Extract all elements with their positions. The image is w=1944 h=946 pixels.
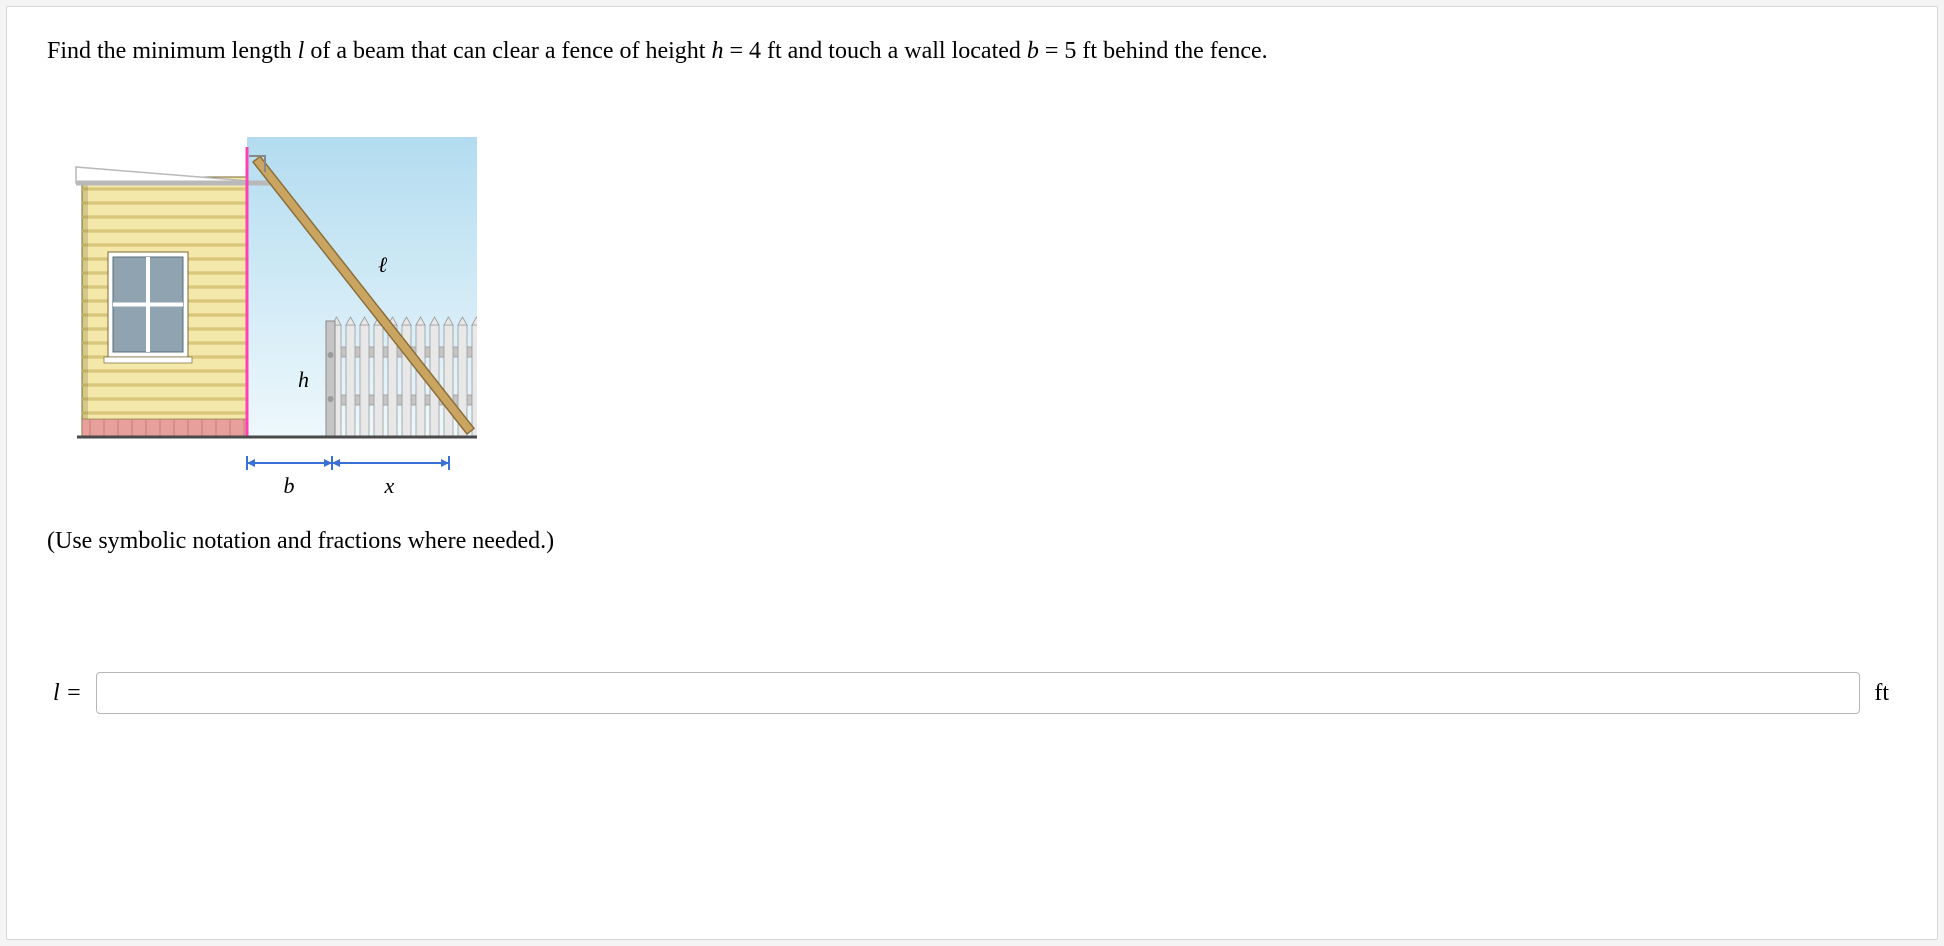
beam-fence-diagram: ℓ h b x (47, 87, 477, 507)
text-part: = 5 ft behind the fence. (1039, 38, 1268, 64)
var-b: b (1027, 38, 1039, 64)
text-part: of a beam that can clear a fence of heig… (304, 38, 711, 64)
problem-card: Find the minimum length l of a beam that… (6, 6, 1938, 940)
answer-label: l = (47, 680, 82, 707)
answer-row: l = ft (47, 672, 1897, 714)
svg-text:x: x (384, 473, 395, 498)
text-part: = 4 ft and touch a wall located (723, 38, 1026, 64)
svg-text:h: h (298, 367, 309, 392)
answer-eq: = (60, 680, 82, 706)
svg-text:ℓ: ℓ (378, 252, 388, 277)
hint-text: (Use symbolic notation and fractions whe… (47, 521, 1897, 562)
answer-unit: ft (1874, 680, 1897, 707)
problem-statement: Find the minimum length l of a beam that… (47, 29, 1897, 73)
text-part: Find the minimum length (47, 38, 298, 64)
svg-text:b: b (284, 473, 295, 498)
answer-var: l (53, 680, 60, 706)
var-h: h (711, 38, 723, 64)
answer-input[interactable] (96, 672, 1860, 714)
